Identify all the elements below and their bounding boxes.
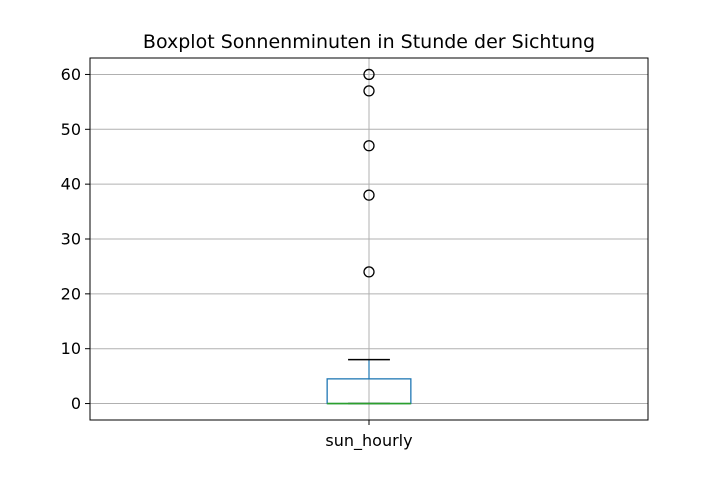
x-tick-label: sun_hourly <box>325 431 412 451</box>
outlier-point <box>363 189 375 201</box>
outlier-point <box>363 266 375 278</box>
outlier-point <box>363 68 375 81</box>
axes: 0 10 20 30 40 50 60 sun_hourly <box>61 65 413 451</box>
y-tick-label: 40 <box>61 175 81 194</box>
y-tick-label: 20 <box>61 284 81 303</box>
box-group <box>326 68 412 405</box>
outlier-point <box>363 140 375 152</box>
chart-title: Boxplot Sonnenminuten in Stunde der Sich… <box>143 31 595 53</box>
y-tick-label: 10 <box>61 339 81 358</box>
grid-lines <box>90 58 648 420</box>
y-tick-label: 50 <box>61 120 81 139</box>
plot-frame <box>89 57 649 421</box>
outlier-point <box>363 85 375 97</box>
y-tick-label: 30 <box>61 230 81 249</box>
y-tick-label: 0 <box>71 394 81 413</box>
y-tick-label: 60 <box>61 65 81 84</box>
